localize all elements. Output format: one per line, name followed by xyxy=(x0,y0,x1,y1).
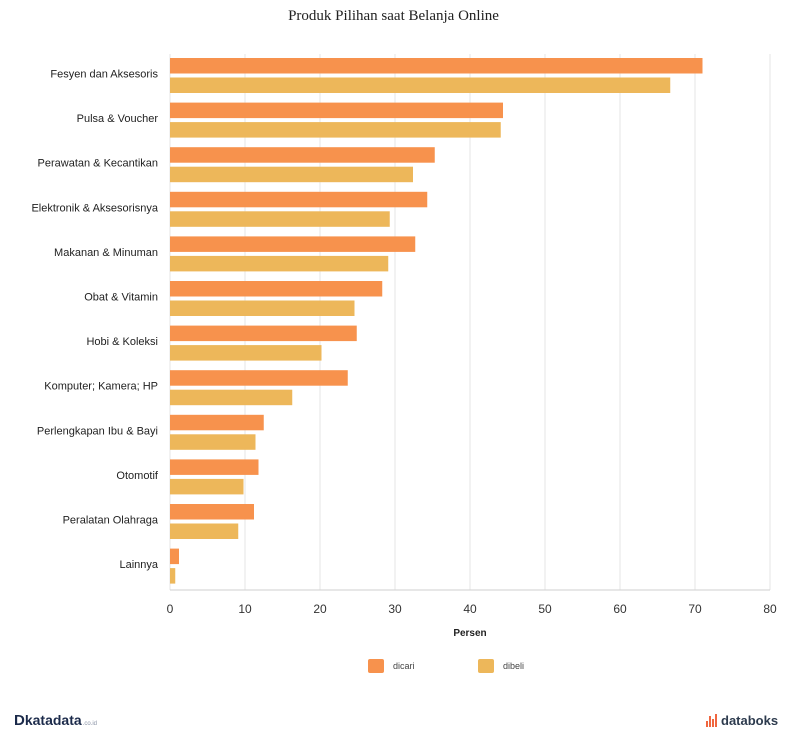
x-tick-label: 40 xyxy=(463,602,477,616)
category-label: Otomotif xyxy=(116,470,159,482)
katadata-logo-mark: D xyxy=(14,712,25,729)
category-label: Komputer; Kamera; HP xyxy=(44,381,158,393)
bar-dibeli xyxy=(170,300,355,316)
bar-dibeli xyxy=(170,434,256,450)
bar-dibeli xyxy=(170,255,389,272)
bar-dicari xyxy=(170,58,703,74)
bar-dicari xyxy=(170,370,348,386)
bar-dicari xyxy=(170,414,264,431)
bar-dibeli xyxy=(170,389,293,406)
bar-dicari xyxy=(170,548,179,565)
chart-title: Produk Pilihan saat Belanja Online xyxy=(288,8,499,24)
bar-dibeli xyxy=(170,77,671,93)
x-tick-label: 20 xyxy=(313,602,327,616)
katadata-logo: D katadata .co.id xyxy=(14,712,97,729)
databoks-logo: databoks xyxy=(706,713,778,728)
databoks-logo-text: databoks xyxy=(721,713,779,728)
bar-dibeli xyxy=(170,211,390,227)
x-axis-label: Persen xyxy=(453,628,487,639)
bar-dibeli xyxy=(170,345,322,361)
bar-dicari xyxy=(170,504,254,520)
legend-item-dicari: dicari xyxy=(368,657,415,675)
bar-dibeli xyxy=(170,568,176,584)
x-tick-label: 30 xyxy=(388,602,402,616)
bar-dicari xyxy=(170,281,383,297)
legend-swatch-dicari xyxy=(368,659,384,673)
bar-dicari xyxy=(170,325,357,342)
category-label: Fesyen dan Aksesoris xyxy=(50,69,158,81)
bar-dibeli xyxy=(170,166,413,183)
legend-label-dicari: dicari xyxy=(393,661,415,671)
category-label: Lainnya xyxy=(119,559,158,571)
bar-dibeli xyxy=(170,523,239,539)
x-tick-label: 10 xyxy=(238,602,252,616)
x-tick-label: 80 xyxy=(763,602,777,616)
legend-label-dibeli: dibeli xyxy=(503,661,525,671)
bar-dicari xyxy=(170,459,259,475)
databoks-logo-icon xyxy=(706,714,718,727)
bar-dicari xyxy=(170,102,503,119)
x-tick-label: 0 xyxy=(167,602,174,616)
legend-swatch-dibeli xyxy=(478,659,494,673)
category-label: Peralatan Olahraga xyxy=(63,515,159,527)
category-label: Perlengkapan Ibu & Bayi xyxy=(37,425,158,437)
bar-dicari xyxy=(170,147,435,163)
category-label: Pulsa & Voucher xyxy=(77,113,159,125)
katadata-logo-suffix: .co.id xyxy=(82,721,97,727)
bar-dibeli xyxy=(170,122,501,138)
legend-item-dibeli: dibeli xyxy=(478,657,524,675)
katadata-logo-text: katadata xyxy=(24,712,82,728)
category-label: Obat & Vitamin xyxy=(84,292,158,304)
category-label: Makanan & Minuman xyxy=(54,247,158,259)
x-tick-label: 50 xyxy=(538,602,552,616)
bar-dicari xyxy=(170,236,416,252)
category-label: Hobi & Koleksi xyxy=(86,336,158,348)
bar-dicari xyxy=(170,191,428,208)
bar-dibeli xyxy=(170,478,244,495)
x-tick-label: 60 xyxy=(613,602,627,616)
x-tick-label: 70 xyxy=(688,602,702,616)
category-label: Elektronik & Aksesorisnya xyxy=(31,202,158,214)
category-label: Perawatan & Kecantikan xyxy=(38,158,158,170)
